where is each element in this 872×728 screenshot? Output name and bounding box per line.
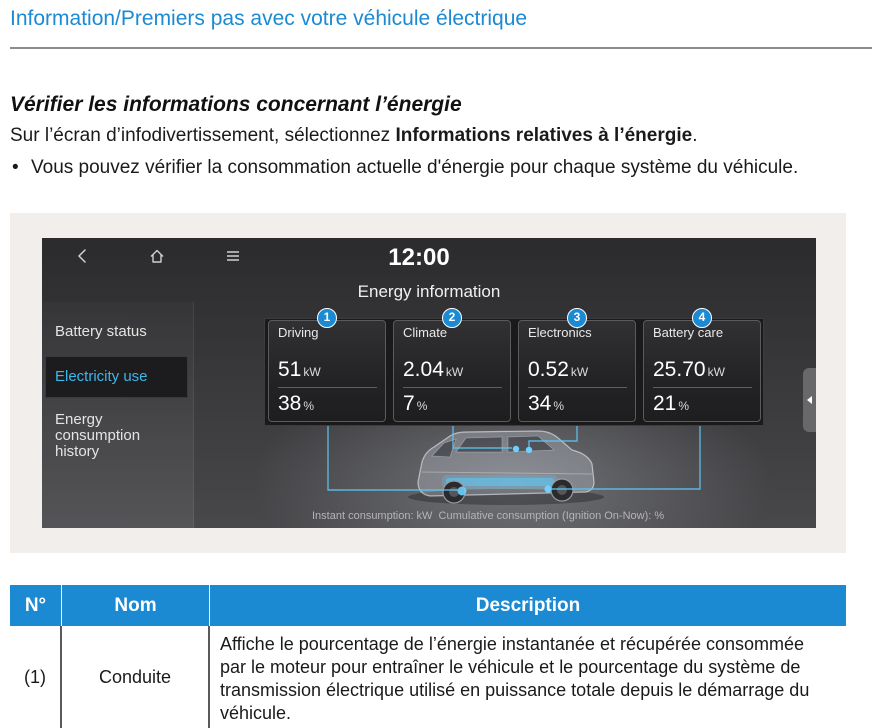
power-unit: kW: [570, 365, 589, 379]
connector-climate: [452, 426, 512, 449]
bullet-marker: •: [12, 157, 19, 178]
energy-cards: 1 Driving 51 kW 38% 2 Climate 2.04 kW 7% 3…: [264, 308, 764, 426]
table-row: (1) Conduite Affiche le pourcentage de l…: [10, 626, 846, 728]
side-panel-handle[interactable]: [803, 368, 816, 432]
card-divider: [653, 387, 752, 388]
sidebar-item-battery-status[interactable]: Battery status: [55, 323, 147, 340]
cell-description: Affiche le pourcentage de l’énergie inst…: [220, 634, 810, 723]
consumption-legend: Instant consumption: kW Cumulative consu…: [312, 510, 665, 522]
card-electronics: 3 Electronics 0.52 kW 34%: [518, 308, 636, 422]
power-value: 25.70: [653, 358, 706, 381]
intro-paragraph: Sur l’écran d’infodivertissement, sélect…: [10, 123, 697, 148]
share-value: 21: [653, 392, 677, 415]
power-unit: kW: [303, 365, 321, 379]
card-share: 34%: [528, 391, 564, 419]
sidebar: Battery status Electricity use Energy co…: [42, 302, 194, 528]
card-label: Battery care: [653, 325, 724, 340]
card-power: 0.52 kW: [528, 357, 588, 385]
card-label: Driving: [278, 325, 319, 340]
card-power: 51 kW: [278, 357, 321, 385]
power-value: 0.52: [528, 358, 569, 381]
card-share: 21%: [653, 391, 689, 419]
card-share: 38%: [278, 391, 314, 419]
column-header-description: Description: [475, 594, 581, 616]
callout-number: 4: [692, 308, 712, 328]
power-unit: kW: [707, 365, 725, 379]
header-divider: [10, 47, 872, 49]
card-divider: [278, 387, 377, 388]
menu-icon[interactable]: [225, 248, 241, 264]
connector-electronics: [528, 426, 578, 448]
intro-end: .: [692, 125, 698, 146]
home-icon[interactable]: [149, 248, 165, 264]
column-header-number: N°: [10, 585, 62, 626]
card-label: Climate: [403, 325, 448, 340]
sidebar-item-energy-consumption-history[interactable]: Energy consumption history: [55, 411, 141, 460]
sidebar-item-label: Electricity use: [55, 368, 148, 385]
card-label: Electronics: [528, 325, 592, 340]
table-header-row: N° Nom Description: [10, 585, 846, 626]
cell-number: (1): [10, 626, 62, 728]
card-power: 2.04 kW: [403, 357, 463, 385]
intro-text: Sur l’écran d’infodivertissement, sélect…: [10, 125, 396, 146]
share-unit: %: [678, 399, 690, 413]
callout-number: 2: [442, 308, 462, 328]
bullet-item: • Vous pouvez vérifier la consommation a…: [10, 156, 840, 179]
card-power: 25.70 kW: [653, 357, 725, 385]
share-value: 38: [278, 392, 302, 415]
card-divider: [528, 387, 627, 388]
share-unit: %: [416, 399, 428, 413]
description-table: N° Nom Description (1) Conduite Affiche …: [10, 585, 846, 728]
card-divider: [403, 387, 502, 388]
clock: 12:00: [388, 244, 450, 271]
card-climate: 2 Climate 2.04 kW 7%: [393, 308, 511, 422]
callout-number: 3: [567, 308, 587, 328]
section-heading: Vérifier les informations concernant l’é…: [10, 93, 462, 116]
share-unit: %: [303, 399, 315, 413]
share-value: 34: [528, 392, 552, 415]
callout-number: 1: [317, 308, 337, 328]
connector-lines: [327, 426, 701, 491]
column-header-name: Nom: [62, 585, 210, 626]
chapter-title: Information/Premiers pas avec votre véhi…: [10, 7, 528, 30]
card-driving: 1 Driving 51 kW 38%: [268, 308, 386, 422]
screen-title: Energy information: [357, 282, 501, 301]
cell-name: Conduite: [62, 626, 210, 728]
connector-battery-care: [550, 426, 701, 490]
share-value: 7: [403, 392, 415, 415]
energy-flow-diagram: [327, 426, 701, 505]
chevron-left-icon[interactable]: [75, 248, 91, 264]
intro-menu-name: Informations relatives à l’énergie: [395, 125, 693, 146]
chevron-left-icon: [807, 396, 812, 404]
energy-points: [457, 445, 552, 496]
share-unit: %: [553, 399, 565, 413]
vehicle-illustration: [408, 430, 604, 505]
power-unit: kW: [445, 365, 464, 379]
connector-driving: [327, 426, 458, 491]
card-battery-care: 4 Battery care 25.70 kW 21%: [643, 308, 761, 422]
card-share: 7%: [403, 391, 427, 419]
power-value: 51: [278, 358, 302, 381]
sidebar-item-electricity-use[interactable]: Electricity use: [45, 356, 188, 398]
infotainment-screen: 12:00 Energy information Battery status …: [42, 238, 816, 528]
bullet-text: Vous pouvez vérifier la consommation act…: [31, 157, 799, 178]
power-value: 2.04: [403, 358, 444, 381]
